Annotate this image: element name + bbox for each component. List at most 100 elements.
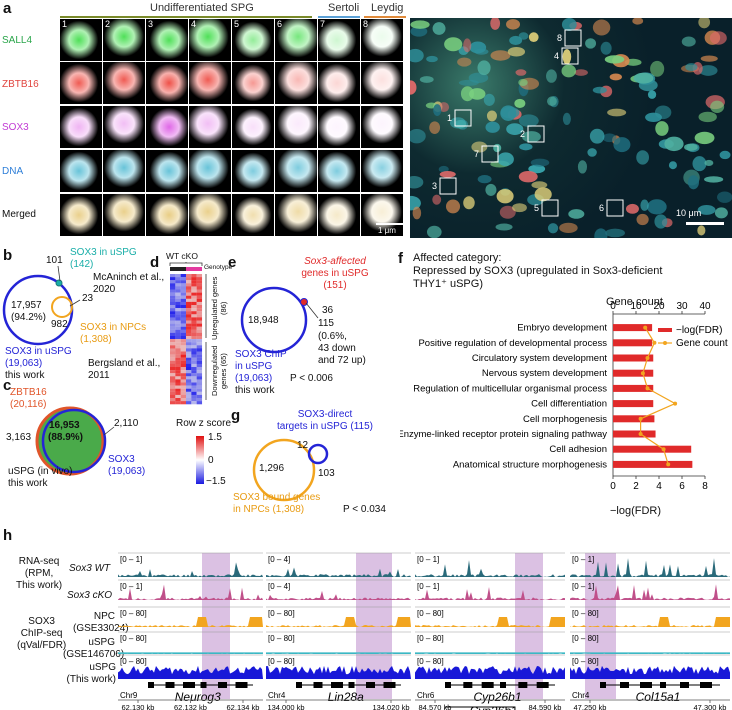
venn-b-leader-101 <box>57 265 61 282</box>
gene-model-exon <box>383 682 396 688</box>
heatmap-cell <box>191 295 197 299</box>
heatmap-cell <box>196 394 203 399</box>
gene-model-exon <box>463 682 473 688</box>
heatmap-cell <box>180 391 187 395</box>
venn-b-unique-pct: (94.2%) <box>11 312 47 323</box>
heatmap-cell <box>185 363 192 368</box>
coordinate-tick-label: 47,300 kb <box>694 703 727 710</box>
heatmap-cell <box>191 345 197 349</box>
gene-count-line <box>640 327 677 465</box>
gene-model-exon <box>165 682 175 688</box>
tissue-nucleus <box>681 36 696 47</box>
heatmap-cell <box>191 336 197 340</box>
micro-cell <box>189 106 231 148</box>
heatmap-cell <box>191 401 197 405</box>
tissue-nucleus <box>469 88 486 100</box>
micro-column-number: 2 <box>105 19 111 29</box>
heatmap-cell <box>180 360 187 364</box>
heatmap-cell <box>191 292 197 296</box>
tissue-nucleus <box>534 187 552 202</box>
heatmap-cell <box>175 363 181 368</box>
venn-e-detail: (0.6%, 43 down and 72 up) <box>318 331 366 366</box>
zscore-legend-title: Row z score <box>176 418 232 429</box>
heatmap-cell <box>175 367 181 371</box>
gene-count-point <box>638 432 643 436</box>
gene-model-exon <box>313 682 323 688</box>
signal-track <box>415 617 565 627</box>
heatmap-cell <box>191 398 197 402</box>
heatmap-cell <box>170 345 176 349</box>
heatmap-cell <box>185 388 192 392</box>
tissue-nucleus <box>483 93 495 106</box>
overview-box-number: 7 <box>474 149 479 159</box>
tissue-nucleus <box>410 48 424 63</box>
overview-box <box>564 29 582 47</box>
heatmap-cell <box>185 401 192 405</box>
micro-cell: 3 <box>146 19 188 61</box>
venn-c-left: 3,163 <box>6 432 32 443</box>
gene-count-point <box>638 416 643 421</box>
gene-model-exon <box>660 682 666 688</box>
h-track-this: uSPG (This work) <box>66 662 116 685</box>
overview-box-number: 2 <box>520 129 525 139</box>
signal-track <box>118 562 263 577</box>
top-axis-tick-label: 10 <box>630 301 642 312</box>
heatmap-cell <box>185 280 192 284</box>
heatmap-cell <box>191 314 197 318</box>
overview-box <box>561 47 579 65</box>
chromosome-label: Chr9 <box>120 691 138 700</box>
heatmap-cell <box>170 339 176 343</box>
heatmap-cell <box>175 308 181 312</box>
tissue-nucleus <box>697 205 716 215</box>
micro-cell <box>189 62 231 104</box>
tissue-nucleus <box>687 175 700 190</box>
heatmap-cell <box>196 277 203 281</box>
tissue-nucleus <box>654 105 672 120</box>
gene-name: Lin28a <box>328 690 364 704</box>
coordinate-tick-label: 47,250 kb <box>574 703 607 710</box>
tissue-nucleus <box>589 128 605 144</box>
panel-d-label: d <box>150 254 160 271</box>
gene-model-exon <box>500 682 506 688</box>
gene-model-exon <box>700 682 712 688</box>
heatmap-genotype-label: Genotype <box>204 264 233 271</box>
gene-count-point <box>645 386 650 391</box>
heatmap-cell <box>191 394 197 399</box>
category-label: Anatomical structure morphogenesis <box>453 459 607 470</box>
track-scale-label: [0 – 80] <box>417 609 444 618</box>
scalebar-small <box>376 223 404 225</box>
gene-model-exon <box>296 682 302 688</box>
heatmap-cell <box>196 280 203 284</box>
heatmap-cell <box>196 388 203 392</box>
tissue-nucleus <box>468 72 489 84</box>
track-scale-label: [0 – 1] <box>120 555 142 564</box>
heatmap-cell <box>196 329 203 333</box>
tissue-nucleus <box>432 194 442 205</box>
tissue-nucleus <box>410 128 426 144</box>
heatmap-cell <box>185 348 192 352</box>
coordinate-tick-label: 62,134 kb <box>227 703 260 710</box>
heatmap-cell <box>185 391 192 395</box>
chart-f-top-axis-label: Gene count <box>606 296 663 308</box>
heatmap-cell <box>191 305 197 309</box>
heatmap-cell <box>191 376 197 380</box>
heatmap-cell <box>191 373 197 377</box>
signal-track <box>118 652 263 654</box>
micro-cell <box>103 106 145 148</box>
h-track-wt: Sox3 WT <box>69 563 111 574</box>
tissue-nucleus <box>518 170 538 183</box>
venn-g <box>252 438 329 502</box>
micro-cell <box>232 194 274 236</box>
tissue-nucleus <box>561 64 577 78</box>
heatmap-cell <box>196 351 203 355</box>
gene-model-exon <box>200 682 207 688</box>
heatmap-cell <box>191 301 197 306</box>
category-label: Regulation of multicellular organismal p… <box>413 383 607 394</box>
overview-box <box>439 177 457 195</box>
signal-track <box>415 666 565 679</box>
heatmap-cell <box>175 354 181 358</box>
tissue-nucleus <box>685 63 698 72</box>
heatmap-cell <box>185 326 192 330</box>
tissue-nucleus <box>530 158 550 167</box>
category-label: Cell adhesion <box>549 444 607 455</box>
